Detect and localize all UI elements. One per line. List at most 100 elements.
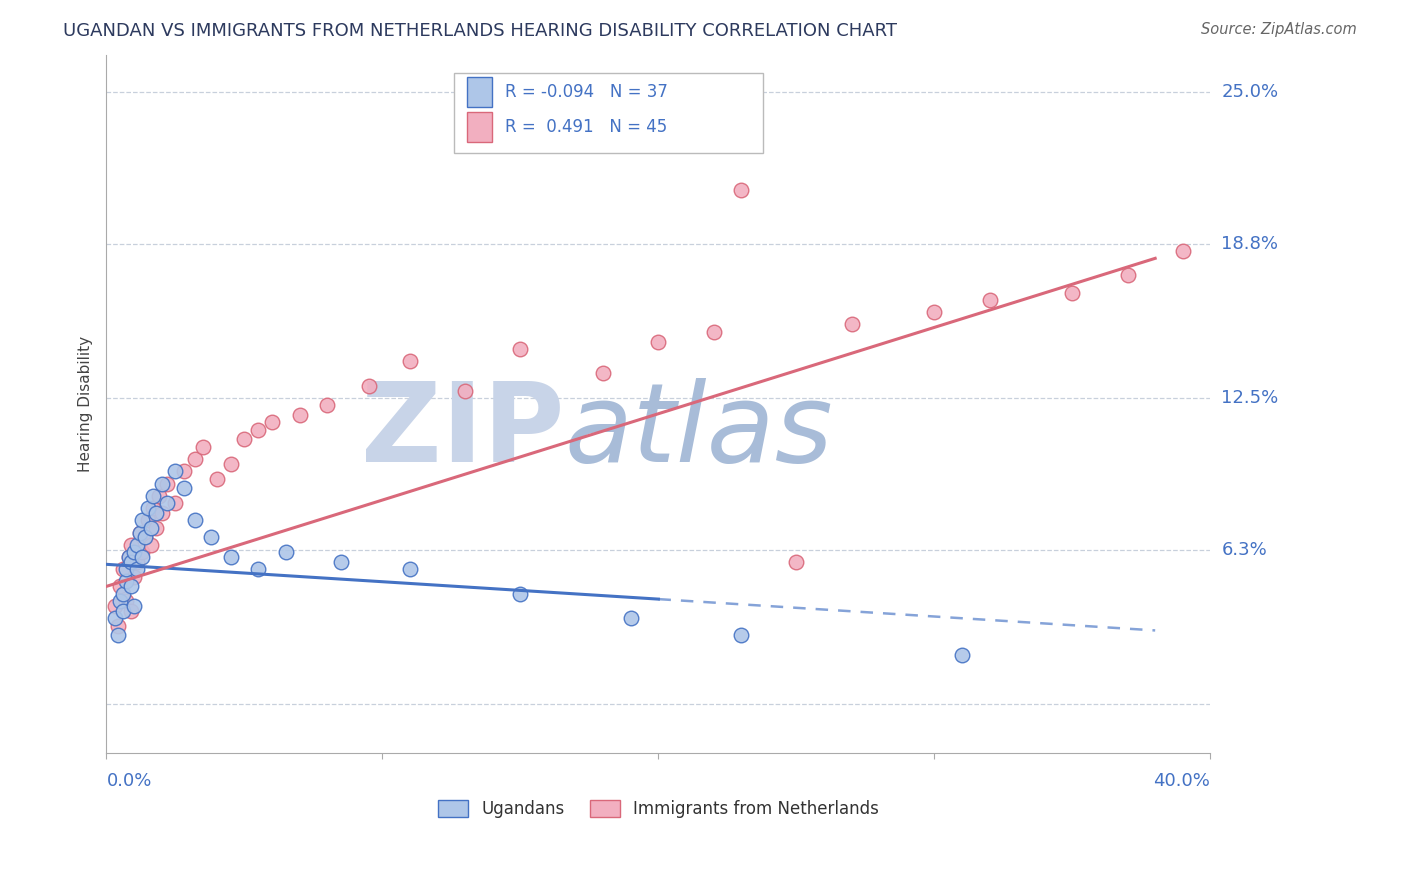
Point [730, 183, 752, 197]
Point [150, 476, 173, 491]
Point [184, 452, 207, 467]
Point [114, 562, 136, 576]
Point [703, 325, 725, 339]
Text: Source: ZipAtlas.com: Source: ZipAtlas.com [1201, 22, 1357, 37]
Point [620, 611, 643, 625]
Point [1062, 285, 1084, 300]
Text: 12.5%: 12.5% [1222, 389, 1278, 407]
Point [110, 579, 132, 593]
Point [131, 549, 153, 564]
Point [316, 398, 339, 412]
Point [134, 530, 156, 544]
Point [111, 604, 134, 618]
Y-axis label: Hearing Disability: Hearing Disability [79, 336, 93, 472]
Point [111, 562, 134, 576]
Text: atlas: atlas [565, 378, 834, 485]
Point [288, 408, 311, 422]
Point [107, 618, 129, 632]
Point [191, 440, 214, 454]
Point [131, 513, 153, 527]
Point [219, 549, 242, 564]
Point [357, 378, 380, 392]
Point [117, 549, 139, 564]
Point [156, 496, 179, 510]
Point [150, 506, 173, 520]
Text: R = -0.094   N = 37: R = -0.094 N = 37 [505, 83, 668, 101]
Text: R =  0.491   N = 45: R = 0.491 N = 45 [505, 118, 668, 136]
Point [219, 457, 242, 471]
Point [785, 555, 807, 569]
Point [122, 545, 145, 559]
Point [979, 293, 1001, 307]
Point [148, 489, 170, 503]
Point [122, 599, 145, 613]
Legend: Ugandans, Immigrants from Netherlands: Ugandans, Immigrants from Netherlands [432, 793, 886, 825]
Point [165, 464, 187, 478]
Point [509, 587, 531, 601]
Point [114, 594, 136, 608]
Point [274, 545, 297, 559]
Point [104, 599, 127, 613]
Point [145, 506, 167, 520]
FancyBboxPatch shape [454, 72, 763, 153]
Point [647, 334, 669, 349]
Point [139, 520, 162, 534]
Text: UGANDAN VS IMMIGRANTS FROM NETHERLANDS HEARING DISABILITY CORRELATION CHART: UGANDAN VS IMMIGRANTS FROM NETHERLANDS H… [63, 22, 897, 40]
Point [128, 525, 150, 540]
Point [399, 562, 422, 576]
Text: 18.8%: 18.8% [1222, 235, 1278, 252]
Point [125, 562, 148, 576]
Point [134, 530, 156, 544]
Point [165, 496, 187, 510]
Text: 25.0%: 25.0% [1222, 83, 1278, 101]
Point [111, 587, 134, 601]
Point [730, 628, 752, 642]
Point [120, 555, 142, 569]
Point [950, 648, 973, 662]
Point [454, 384, 477, 398]
Point [136, 513, 159, 527]
Point [1116, 268, 1139, 283]
Text: 40.0%: 40.0% [1153, 772, 1211, 790]
Point [120, 538, 142, 552]
Point [114, 574, 136, 589]
Point [142, 501, 165, 516]
Point [247, 562, 270, 576]
Point [841, 318, 863, 332]
FancyBboxPatch shape [467, 78, 492, 107]
Point [260, 415, 283, 429]
Point [247, 423, 270, 437]
Point [142, 489, 165, 503]
Point [924, 305, 946, 319]
Point [120, 579, 142, 593]
Point [399, 354, 422, 368]
Point [136, 501, 159, 516]
Point [120, 604, 142, 618]
Point [117, 549, 139, 564]
Point [200, 530, 222, 544]
Point [592, 367, 614, 381]
Point [125, 538, 148, 552]
Point [173, 482, 195, 496]
Text: 0.0%: 0.0% [107, 772, 152, 790]
Point [110, 594, 132, 608]
Point [131, 545, 153, 559]
Point [509, 342, 531, 356]
Point [173, 464, 195, 478]
FancyBboxPatch shape [467, 112, 492, 142]
Point [125, 555, 148, 569]
Text: 6.3%: 6.3% [1222, 541, 1267, 558]
Point [128, 525, 150, 540]
Point [122, 569, 145, 583]
Point [1171, 244, 1194, 258]
Point [205, 472, 228, 486]
Point [107, 628, 129, 642]
Point [156, 476, 179, 491]
Text: ZIP: ZIP [361, 378, 565, 485]
Point [233, 433, 256, 447]
Point [330, 555, 353, 569]
Point [104, 611, 127, 625]
Point [184, 513, 207, 527]
Point [145, 520, 167, 534]
Point [139, 538, 162, 552]
